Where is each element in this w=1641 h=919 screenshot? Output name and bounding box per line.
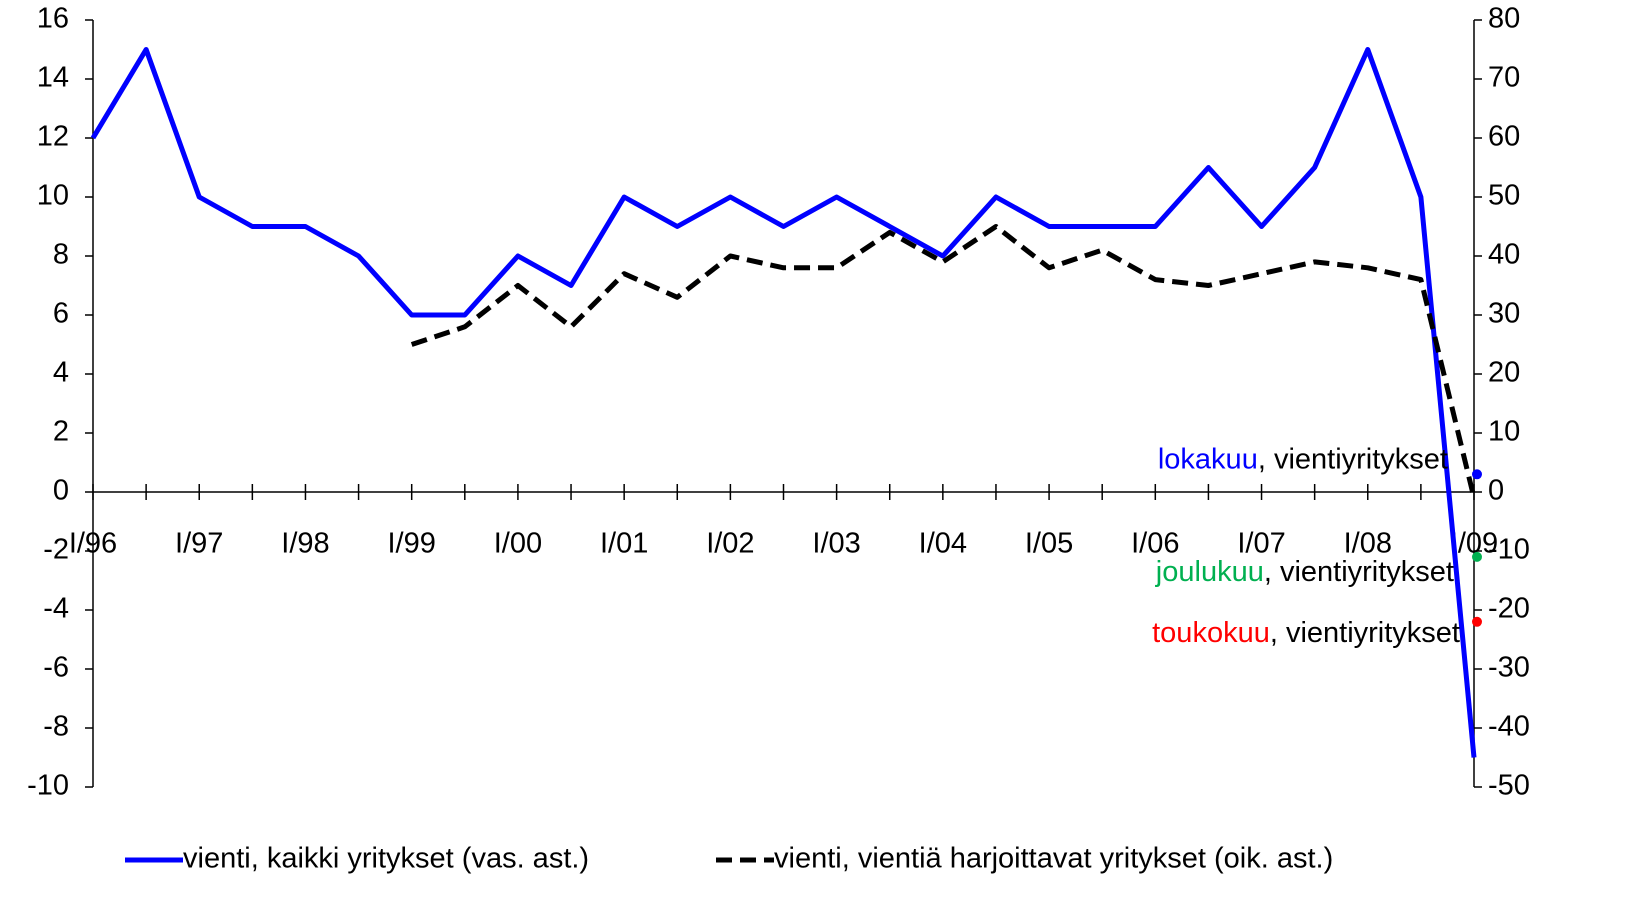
y2-tick-label: -30 xyxy=(1488,652,1530,684)
y2-tick-label: 60 xyxy=(1488,121,1520,153)
annotation-month: toukokuu xyxy=(1152,616,1270,648)
y-tick-label: -10 xyxy=(27,770,69,802)
y-tick-label: 16 xyxy=(37,3,69,35)
y2-tick-label: 30 xyxy=(1488,298,1520,330)
y-tick-label: 8 xyxy=(53,239,69,271)
x-tick-label: I/00 xyxy=(494,528,542,560)
x-tick-label: I/96 xyxy=(69,528,117,560)
y2-tick-label: -40 xyxy=(1488,711,1530,743)
y2-tick-label: 50 xyxy=(1488,180,1520,212)
annotation-point xyxy=(1472,616,1482,627)
y2-tick-label: 0 xyxy=(1488,475,1504,507)
annotation-point xyxy=(1472,469,1482,480)
y-tick-label: 12 xyxy=(37,121,69,153)
y2-tick-label: -50 xyxy=(1488,770,1530,802)
annotation-text: , vientiyritykset xyxy=(1264,556,1454,588)
y-tick-label: -8 xyxy=(43,711,69,743)
y-tick-label: -2 xyxy=(43,534,69,566)
y2-tick-label: 20 xyxy=(1488,357,1520,389)
x-tick-label: I/04 xyxy=(919,528,967,560)
x-tick-label: I/07 xyxy=(1237,528,1285,560)
y-tick-label: 6 xyxy=(53,298,69,330)
y2-tick-label: -10 xyxy=(1488,534,1530,566)
y-tick-label: 4 xyxy=(53,357,69,389)
series-line xyxy=(410,224,1477,499)
y-tick-label: 0 xyxy=(53,475,69,507)
series-line xyxy=(90,47,1477,758)
y-tick-label: 10 xyxy=(37,180,69,212)
annotation: toukokuu, vientiyritykset xyxy=(1152,616,1460,648)
y2-tick-label: -20 xyxy=(1488,593,1530,625)
x-tick-label: I/06 xyxy=(1131,528,1179,560)
annotation: lokakuu, vientiyritykset xyxy=(1158,443,1448,475)
y2-tick-label: 10 xyxy=(1488,416,1520,448)
x-tick-label: I/01 xyxy=(600,528,648,560)
x-tick-label: I/97 xyxy=(175,528,223,560)
annotation-text: , vientiyritykset xyxy=(1258,443,1448,475)
y-tick-label: -6 xyxy=(43,652,69,684)
x-tick-label: I/03 xyxy=(812,528,860,560)
annotation-text: , vientiyritykset xyxy=(1270,616,1460,648)
y-tick-label: 14 xyxy=(37,62,69,94)
y2-tick-label: 40 xyxy=(1488,239,1520,271)
x-tick-label: I/02 xyxy=(706,528,754,560)
y2-tick-label: 80 xyxy=(1488,3,1520,35)
x-tick-label: I/08 xyxy=(1344,528,1392,560)
x-tick-label: I/99 xyxy=(388,528,436,560)
annotation: joulukuu, vientiyritykset xyxy=(1155,556,1454,588)
annotation-point xyxy=(1472,551,1482,562)
y-tick-label: 2 xyxy=(53,416,69,448)
y-tick-label: -4 xyxy=(43,593,69,625)
legend-label: vienti, vientiä harjoittavat yritykset (… xyxy=(774,843,1333,875)
x-tick-label: I/98 xyxy=(281,528,329,560)
y2-tick-label: 70 xyxy=(1488,62,1520,94)
legend-label: vienti, kaikki yritykset (vas. ast.) xyxy=(183,843,589,875)
x-tick-label: I/05 xyxy=(1025,528,1073,560)
annotation-month: joulukuu xyxy=(1155,556,1264,588)
annotation-month: lokakuu xyxy=(1158,443,1258,475)
